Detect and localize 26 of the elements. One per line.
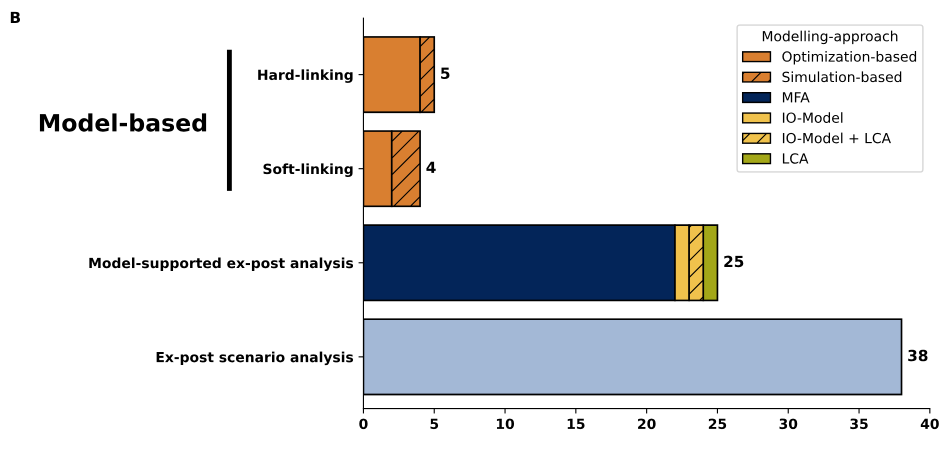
y-tick-label: Hard-linking (258, 69, 353, 83)
y-tick-label: Model-supported ex-post analysis (89, 257, 354, 272)
legend-label: Simulation-based (782, 71, 902, 82)
legend-title: Modelling-approach (762, 30, 898, 44)
total-label: 4 (426, 162, 436, 173)
total-label: 38 (908, 350, 928, 362)
y-tick-label: Soft-linking (263, 163, 353, 177)
total-label: 25 (724, 256, 744, 268)
legend-label: IO-Model + LCA (782, 132, 891, 144)
x-tick-label: 35 (850, 418, 868, 430)
legend-label: Optimization-based (782, 51, 916, 64)
x-tick-label: 15 (568, 418, 585, 430)
x-tick-label: 0 (359, 418, 368, 430)
x-tick-label: 5 (430, 418, 438, 430)
y-tick-label: Ex-post scenario analysis (156, 352, 354, 366)
x-tick-label: 20 (638, 418, 656, 430)
legend-label: IO-Model (782, 112, 842, 123)
text: Model-based (40, 113, 206, 132)
legend-label: MFA (782, 92, 810, 102)
x-tick-label: 25 (708, 418, 726, 430)
x-tick-label: 40 (920, 418, 939, 430)
x-tick-label: 10 (496, 418, 514, 430)
x-tick-label: 30 (780, 418, 798, 430)
legend-label: LCA (782, 153, 808, 164)
total-label: 5 (441, 68, 450, 80)
text: B (10, 12, 20, 23)
